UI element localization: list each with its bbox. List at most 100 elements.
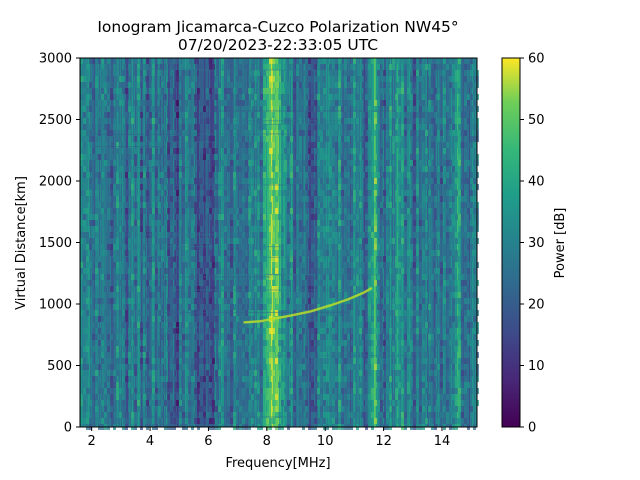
noise-cell — [113, 154, 116, 160]
noise-cell — [317, 250, 320, 256]
noise-cell — [101, 340, 104, 346]
noise-cell — [134, 148, 137, 154]
noise-cell — [437, 322, 440, 328]
noise-cell — [173, 220, 176, 226]
noise-cell — [449, 376, 452, 382]
band-column — [223, 58, 225, 427]
noise-cell — [377, 154, 380, 160]
noise-cell — [317, 136, 320, 142]
noise-cell — [308, 364, 311, 370]
noise-cell — [401, 370, 404, 376]
noise-cell — [335, 274, 338, 280]
noise-cell — [419, 202, 422, 208]
noise-cell — [122, 124, 125, 130]
noise-cell — [251, 328, 254, 334]
noise-cell — [470, 190, 473, 196]
noise-cell — [113, 310, 116, 316]
noise-cell — [191, 310, 194, 316]
noise-cell — [419, 412, 422, 418]
noise-cell — [164, 226, 167, 232]
noise-cell — [194, 418, 197, 424]
noise-cell — [299, 388, 302, 394]
band-column — [408, 58, 410, 427]
noise-cell — [434, 250, 437, 256]
noise-cell — [317, 418, 320, 424]
noise-cell — [380, 118, 383, 124]
noise-cell — [170, 250, 173, 256]
noise-cell — [389, 76, 392, 82]
noise-cell — [98, 418, 101, 424]
noise-cell — [251, 76, 254, 82]
noise-cell — [131, 418, 134, 424]
noise-cell — [434, 394, 437, 400]
noise-cell — [404, 190, 407, 196]
noise-cell — [371, 166, 374, 172]
noise-cell — [134, 418, 137, 424]
noise-cell — [308, 280, 311, 286]
noise-cell — [221, 340, 224, 346]
noise-cell — [146, 310, 149, 316]
noise-cell — [227, 364, 230, 370]
noise-cell — [275, 412, 278, 418]
noise-cell — [461, 400, 464, 406]
noise-cell — [110, 370, 113, 376]
noise-cell — [260, 82, 263, 88]
noise-cell — [314, 268, 317, 274]
noise-cell — [275, 256, 278, 262]
noise-cell — [389, 100, 392, 106]
noise-cell — [410, 286, 413, 292]
noise-cell — [428, 394, 431, 400]
noise-cell — [113, 382, 116, 388]
noise-cell — [359, 280, 362, 286]
noise-cell — [323, 322, 326, 328]
noise-cell — [254, 76, 257, 82]
noise-cell — [161, 238, 164, 244]
noise-cell — [410, 418, 413, 424]
noise-cell — [281, 316, 284, 322]
noise-cell — [137, 88, 140, 94]
noise-cell — [179, 358, 182, 364]
noise-cell — [167, 226, 170, 232]
noise-cell — [98, 388, 101, 394]
noise-cell — [110, 124, 113, 130]
noise-cell — [290, 244, 293, 250]
noise-cell — [347, 244, 350, 250]
noise-cell — [254, 268, 257, 274]
noise-cell — [233, 256, 236, 262]
noise-cell — [248, 112, 251, 118]
band-column — [199, 58, 201, 427]
noise-cell — [200, 382, 203, 388]
noise-cell — [350, 232, 353, 238]
noise-cell — [299, 130, 302, 136]
noise-cell — [197, 166, 200, 172]
noise-cell — [461, 214, 464, 220]
noise-cell — [428, 196, 431, 202]
noise-cell — [110, 394, 113, 400]
noise-cell — [455, 172, 458, 178]
noise-cell — [461, 226, 464, 232]
noise-cell — [356, 310, 359, 316]
noise-cell — [131, 142, 134, 148]
noise-cell — [308, 70, 311, 76]
noise-cell — [446, 298, 449, 304]
noise-cell — [242, 394, 245, 400]
noise-cell — [350, 130, 353, 136]
noise-cell — [218, 82, 221, 88]
band-column — [297, 58, 299, 427]
noise-cell — [203, 400, 206, 406]
noise-cell — [314, 382, 317, 388]
noise-cell — [290, 136, 293, 142]
noise-cell — [179, 310, 182, 316]
noise-cell — [107, 322, 110, 328]
band-column — [269, 58, 271, 427]
noise-cell — [326, 382, 329, 388]
noise-cell — [245, 136, 248, 142]
noise-cell — [98, 148, 101, 154]
noise-cell — [425, 418, 428, 424]
noise-cell — [404, 136, 407, 142]
noise-cell — [92, 226, 95, 232]
noise-cell — [305, 82, 308, 88]
noise-cell — [245, 160, 248, 166]
noise-cell — [320, 388, 323, 394]
noise-cell — [251, 256, 254, 262]
